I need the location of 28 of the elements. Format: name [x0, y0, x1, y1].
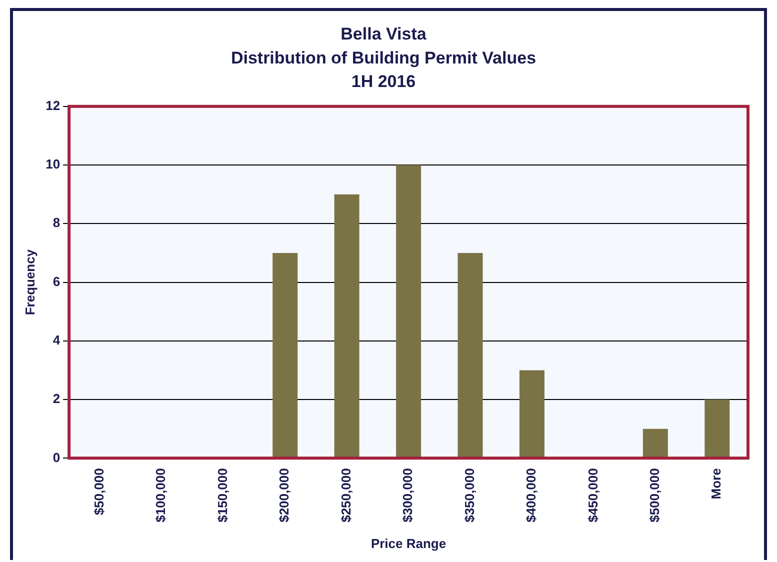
x-tick-label: $200,000 [276, 468, 292, 522]
bar [519, 370, 544, 458]
x-tick-label: $500,000 [646, 468, 662, 522]
y-axis-title: Frequency [22, 248, 38, 316]
y-tick-label: 0 [52, 450, 60, 465]
y-tick-label: 2 [52, 391, 60, 406]
y-tick-label: 12 [46, 98, 60, 113]
x-tick-label: More [708, 468, 724, 500]
y-tick-label: 6 [52, 274, 60, 289]
x-tick-label: $400,000 [524, 468, 539, 522]
x-axis-title: Price Range [370, 536, 446, 551]
x-tick-label: $150,000 [214, 468, 230, 522]
x-tick-label: $350,000 [462, 468, 477, 522]
y-tick-label: 10 [46, 156, 60, 172]
chart-title: Bella Vista Distribution of Building Permit Values 1H 2016 [230, 24, 536, 92]
bar [704, 400, 730, 458]
x-tick-label: $50,000 [92, 468, 106, 516]
x-tick-label: $250,000 [338, 468, 354, 522]
x-tick-label: $300,000 [400, 468, 416, 522]
bar [334, 194, 360, 458]
y-tick-label: 8 [52, 215, 60, 230]
x-tick-label: $450,000 [585, 468, 600, 522]
y-tick-label: 4 [52, 332, 61, 348]
bar [642, 428, 668, 458]
bar [396, 165, 422, 458]
bar [272, 252, 298, 458]
x-tick-label: $100,000 [153, 468, 168, 522]
bar [458, 252, 483, 458]
